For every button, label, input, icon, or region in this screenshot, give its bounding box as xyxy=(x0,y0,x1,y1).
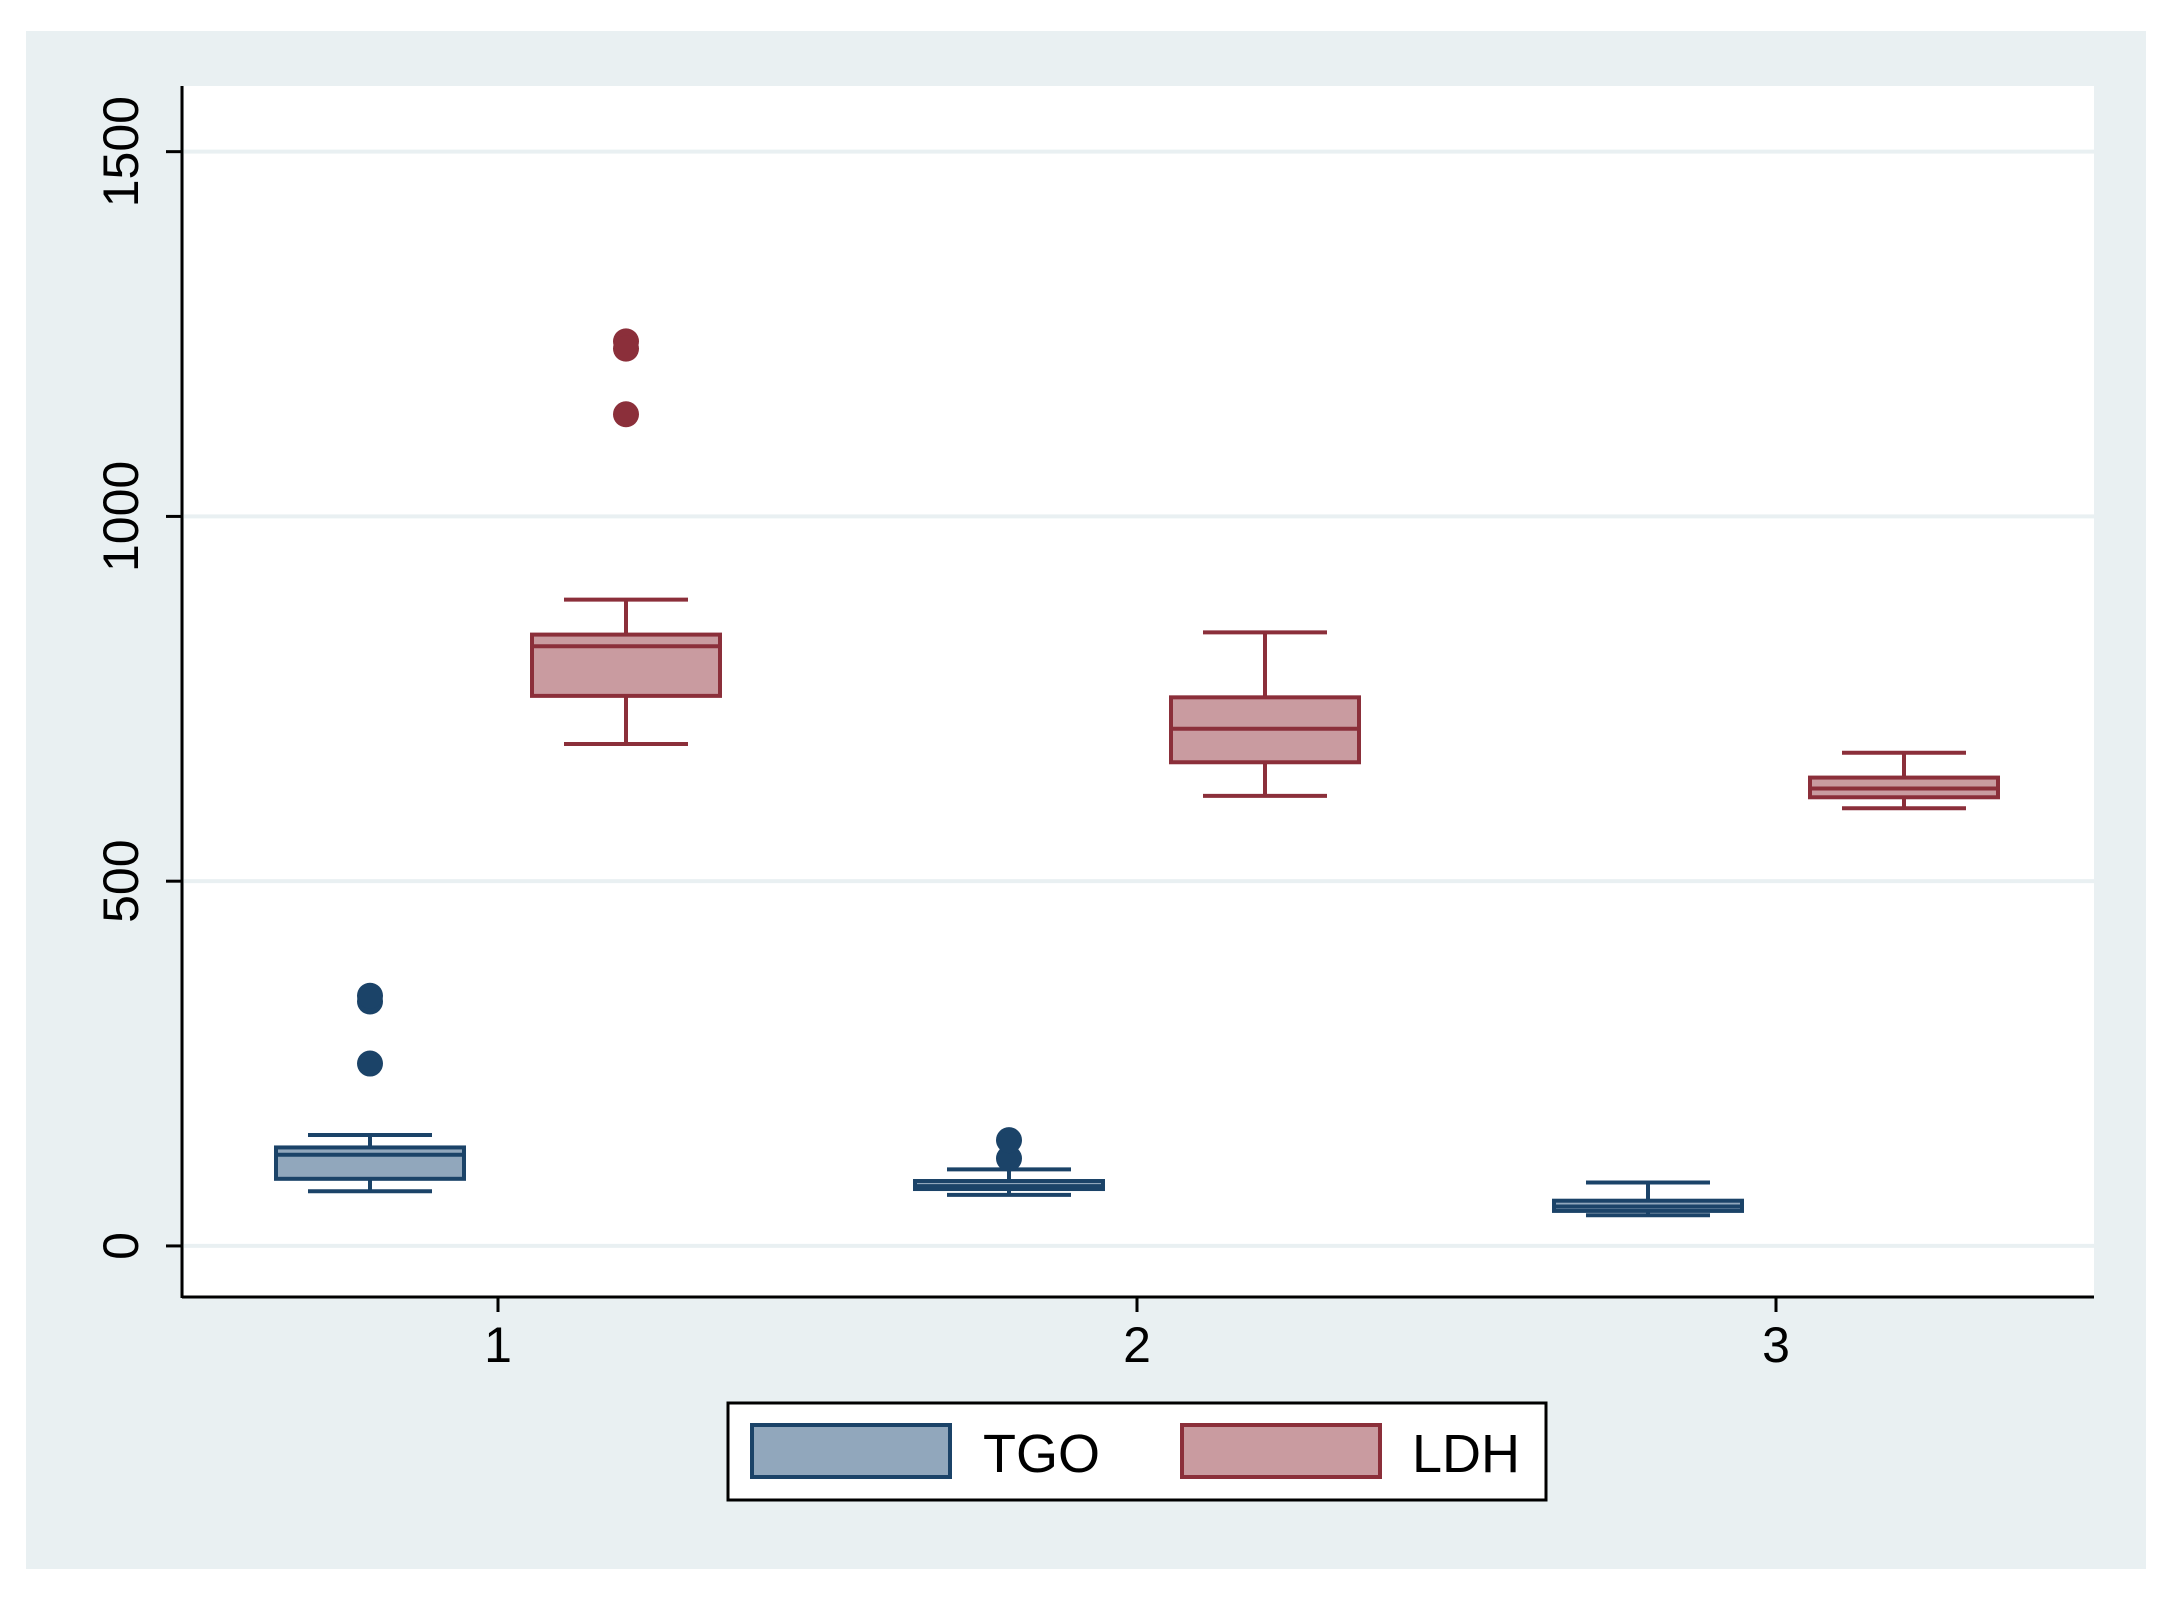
outlier-point xyxy=(357,1050,383,1077)
legend-label-tgo: TGO xyxy=(983,1424,1100,1484)
outlier-point xyxy=(996,1127,1022,1154)
plot-area xyxy=(184,86,2094,1296)
y-tick-label-0: 0 xyxy=(93,1232,149,1260)
legend-swatch-tgo xyxy=(750,1423,952,1479)
legend-label-ldh: LDH xyxy=(1412,1424,1520,1484)
boxes xyxy=(274,328,2000,1218)
x-tick-label-1: 1 xyxy=(484,1317,512,1373)
box-ldh-1 xyxy=(530,328,722,747)
y-ticks: 0 500 1000 1500 xyxy=(93,96,182,1260)
box-tgo-3 xyxy=(1552,1180,1744,1218)
outlier-point xyxy=(613,335,639,362)
y-tick-label-1500: 1500 xyxy=(93,96,149,207)
x-tick-label-2: 2 xyxy=(1123,1317,1151,1373)
legend: TGO LDH xyxy=(726,1401,1548,1502)
legend-swatch-ldh xyxy=(1180,1423,1382,1479)
box-ldh-2 xyxy=(1169,630,1361,798)
grid-lines xyxy=(184,149,2094,1248)
y-tick-label-500: 500 xyxy=(93,839,149,922)
outlier-point xyxy=(357,982,383,1009)
box-ldh-3 xyxy=(1808,750,2000,811)
x-ticks: 1 2 3 xyxy=(484,1297,1790,1373)
box-tgo-2 xyxy=(913,1127,1105,1197)
box-tgo-1 xyxy=(274,982,466,1194)
x-tick-label-3: 3 xyxy=(1762,1317,1790,1373)
y-tick-label-1000: 1000 xyxy=(93,461,149,572)
box-iqr xyxy=(274,1145,466,1181)
box-iqr xyxy=(530,632,722,698)
outlier-point xyxy=(996,1145,1022,1172)
outlier-point xyxy=(613,401,639,428)
